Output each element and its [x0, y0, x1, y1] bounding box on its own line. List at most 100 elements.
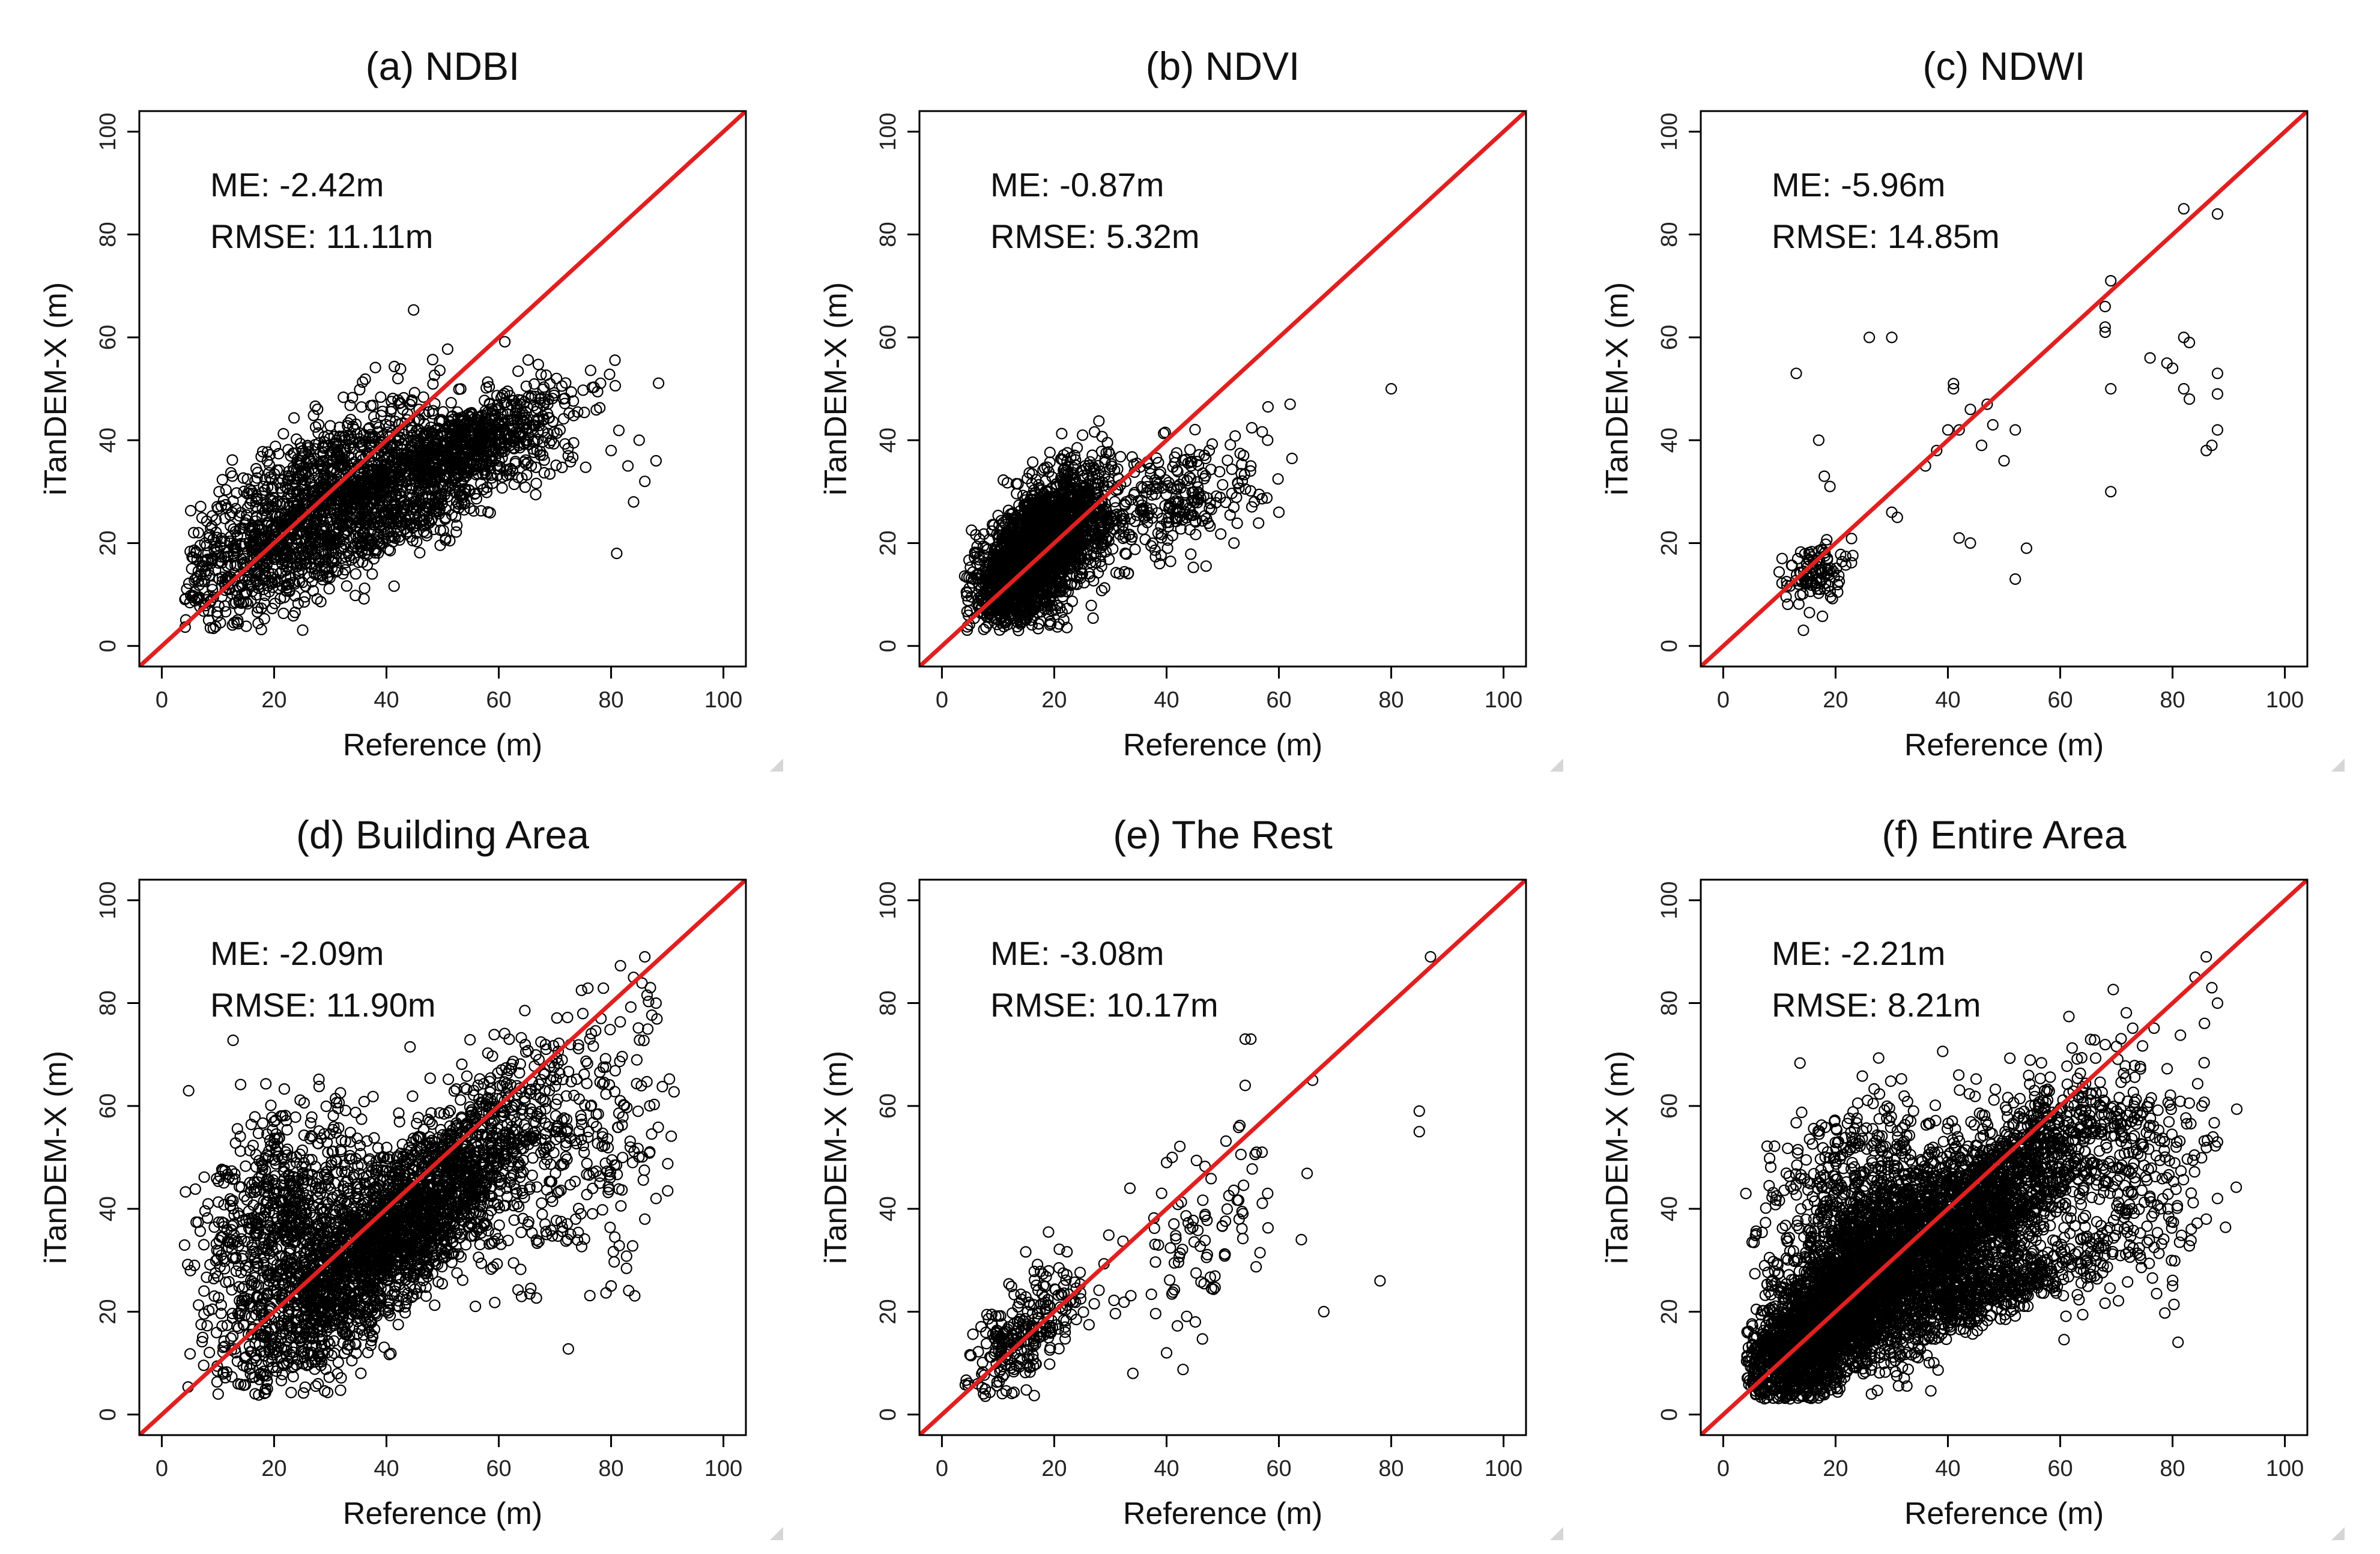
data-point — [354, 501, 366, 513]
data-point — [967, 573, 980, 585]
y-tick-label: 100 — [876, 113, 901, 151]
data-point — [432, 442, 444, 454]
data-point — [468, 422, 481, 434]
data-point — [239, 537, 251, 550]
data-point — [339, 434, 351, 446]
data-point — [1074, 572, 1086, 584]
data-point — [339, 431, 351, 443]
data-point — [309, 421, 322, 433]
data-point — [433, 507, 446, 520]
data-point — [981, 557, 993, 569]
data-point — [255, 450, 267, 462]
data-point — [1149, 551, 1161, 563]
data-point — [1100, 546, 1112, 558]
data-point — [259, 498, 271, 511]
data-point — [1049, 560, 1061, 572]
data-point — [548, 438, 560, 450]
data-point — [594, 402, 606, 414]
data-point — [998, 557, 1010, 569]
data-point — [359, 373, 371, 385]
data-point — [1081, 468, 1094, 481]
data-point — [532, 414, 545, 426]
data-point — [1069, 473, 1081, 485]
data-point — [1102, 531, 1115, 543]
data-point — [1056, 579, 1068, 591]
data-point — [639, 476, 651, 488]
data-point — [451, 519, 463, 531]
data-point — [1043, 466, 1055, 478]
data-point — [1161, 542, 1173, 554]
data-point — [305, 525, 317, 537]
data-point — [530, 489, 542, 501]
data-point — [453, 383, 465, 395]
data-point — [204, 621, 216, 634]
data-point — [341, 580, 353, 592]
data-point — [417, 519, 429, 531]
data-point — [1017, 542, 1029, 555]
data-point — [1145, 540, 1157, 552]
data-point — [238, 485, 250, 498]
data-point — [282, 474, 294, 486]
data-point — [352, 489, 364, 501]
data-point — [241, 473, 253, 485]
data-point — [309, 492, 321, 504]
data-point — [633, 434, 645, 446]
data-point — [1284, 398, 1296, 410]
data-point — [297, 624, 309, 636]
data-point — [362, 543, 374, 556]
data-point — [1026, 619, 1038, 631]
data-point — [652, 377, 665, 389]
data-point — [458, 483, 471, 495]
data-point — [1244, 485, 1256, 497]
data-point — [1115, 450, 1127, 463]
data-point — [374, 521, 386, 534]
data-point — [1129, 515, 1141, 527]
data-point — [211, 531, 223, 543]
y-tick-label: 0 — [95, 639, 121, 652]
data-point — [978, 623, 990, 635]
data-point — [1204, 497, 1216, 509]
data-point — [1235, 468, 1247, 480]
data-point — [548, 387, 560, 399]
data-point — [357, 556, 369, 568]
data-point — [1179, 453, 1192, 466]
data-point — [345, 430, 357, 442]
corner-mark — [770, 758, 783, 772]
y-tick-label: 80 — [95, 222, 121, 247]
data-point — [318, 477, 330, 490]
data-point — [188, 527, 200, 539]
data-point — [559, 438, 571, 450]
data-point — [344, 399, 356, 411]
data-point — [1058, 467, 1070, 479]
data-point — [995, 515, 1007, 527]
data-point — [335, 453, 347, 465]
data-point — [354, 530, 366, 542]
data-point — [366, 568, 378, 580]
data-point — [1061, 464, 1073, 476]
data-point — [1079, 553, 1091, 565]
data-point — [1113, 567, 1125, 580]
data-point — [367, 475, 379, 487]
data-point — [1155, 532, 1167, 544]
data-point — [480, 486, 493, 498]
data-point — [407, 534, 419, 546]
data-point — [1192, 459, 1205, 471]
data-point — [970, 528, 982, 541]
data-point — [325, 449, 337, 461]
data-point — [1069, 578, 1081, 590]
data-point — [459, 471, 471, 483]
data-point — [1094, 555, 1107, 567]
data-point — [609, 354, 621, 366]
data-point — [987, 575, 999, 587]
data-point — [1261, 492, 1273, 504]
data-point — [565, 386, 578, 398]
data-point — [271, 510, 283, 522]
data-point — [1038, 528, 1050, 540]
data-point — [282, 536, 294, 548]
data-point — [999, 531, 1011, 543]
data-point — [1228, 537, 1240, 549]
data-point — [1117, 532, 1129, 545]
data-point — [434, 539, 446, 551]
data-point — [1137, 523, 1149, 536]
